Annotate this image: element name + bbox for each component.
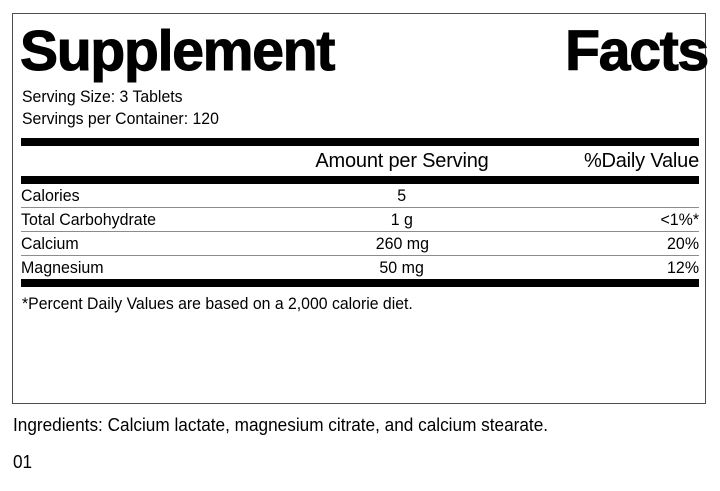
nutrition-table-body: Calories 5 Total Carbohydrate 1 g <1%* C… (21, 184, 699, 279)
revision-code-text: 01 (13, 452, 33, 472)
servings-per-container-text: Servings per Container: 120 (22, 109, 219, 128)
daily-value-footnote: *Percent Daily Values are based on a 2,0… (22, 294, 413, 313)
nutrient-name: Total Carbohydrate (21, 210, 157, 229)
nutrient-name: Calcium (21, 234, 79, 253)
panel-title: Supplement Facts (19, 19, 710, 83)
panel-title-word-supplement: Supplement (19, 19, 336, 83)
serving-info: Serving Size: 3 Tablets Servings per Con… (22, 86, 699, 130)
nutrition-table: Amount per Serving %Daily Value (21, 146, 699, 176)
table-row: Total Carbohydrate 1 g <1%* (21, 207, 699, 232)
column-header-daily-value: %Daily Value (583, 150, 699, 172)
supplement-facts-panel: Supplement Facts Serving Size: 3 Tablets… (12, 13, 710, 404)
ingredients-text: Ingredients: Calcium lactate, magnesium … (13, 415, 549, 435)
nutrient-amount: 260 mg (375, 234, 429, 253)
nutrient-name: Magnesium (21, 258, 104, 277)
table-header-row: Amount per Serving %Daily Value (21, 146, 699, 176)
rule-thick-below-header (21, 176, 699, 184)
nutrient-name: Calories (21, 186, 80, 205)
panel-title-word-facts: Facts (565, 19, 710, 83)
rule-thick-below-table (21, 279, 699, 287)
column-header-amount-per-serving: Amount per Serving (315, 150, 489, 172)
table-row: Calcium 260 mg 20% (21, 231, 699, 256)
nutrient-daily-value: 20% (667, 234, 699, 253)
nutrient-daily-value: <1%* (660, 210, 699, 229)
column-header-nutrient (21, 146, 283, 176)
table-row: Magnesium 50 mg 12% (21, 256, 699, 280)
nutrient-amount: 50 mg (379, 258, 425, 277)
table-row: Calories 5 (21, 184, 699, 208)
rule-thick-above-header (21, 138, 699, 146)
nutrient-amount: 5 (397, 186, 407, 205)
serving-size-text: Serving Size: 3 Tablets (22, 87, 183, 106)
nutrient-amount: 1 g (390, 210, 414, 229)
nutrient-daily-value: 12% (667, 258, 699, 277)
